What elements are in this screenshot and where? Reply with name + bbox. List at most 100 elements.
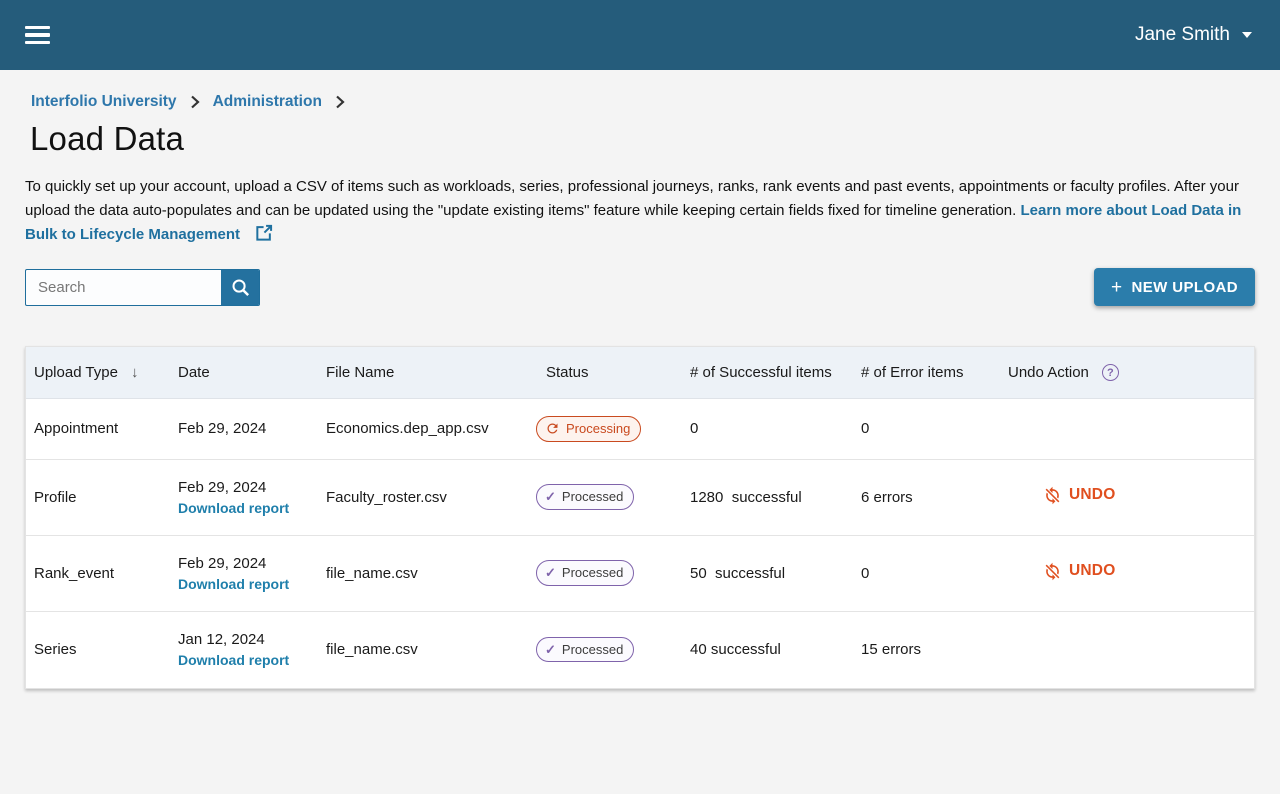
table-row: Appointment Feb 29, 2024 Economics.dep_a… bbox=[26, 399, 1254, 460]
cell-status: ✓ Processed bbox=[511, 543, 690, 603]
top-navigation-bar: Jane Smith bbox=[0, 0, 1280, 70]
cell-file-name: Faculty_roster.csv bbox=[326, 489, 511, 506]
user-name: Jane Smith bbox=[1134, 24, 1230, 45]
table-header-row: Upload Type ↓ Date File Name Status # of… bbox=[26, 347, 1254, 399]
cell-status: ✓ Processed bbox=[511, 620, 690, 680]
header-upload-type: Upload Type ↓ bbox=[34, 364, 139, 381]
cell-error-items: 15 errors bbox=[861, 641, 1008, 658]
cell-error-items: 0 bbox=[861, 565, 1008, 582]
status-label: Processed bbox=[561, 641, 624, 657]
header-file-name: File Name bbox=[326, 364, 395, 381]
successful-value: 40 successful bbox=[690, 641, 781, 659]
cell-error-items: 6 errors bbox=[861, 489, 1008, 506]
toolbar: + NEW UPLOAD bbox=[25, 268, 1255, 306]
check-icon: ✓ bbox=[545, 641, 556, 657]
chevron-right-icon bbox=[190, 95, 200, 109]
errors-value: 0 bbox=[861, 564, 870, 582]
cell-upload-type: Rank_event bbox=[34, 565, 178, 582]
status-label: Processing bbox=[566, 421, 631, 436]
successful-value: 0 bbox=[690, 420, 699, 438]
cell-undo-action: UNDO bbox=[1008, 545, 1254, 602]
date-value: Feb 29, 2024 bbox=[178, 420, 267, 438]
cell-error-items: 0 bbox=[861, 420, 1008, 437]
cell-successful-items: 40 successful bbox=[690, 641, 861, 658]
download-report-link[interactable]: Download report bbox=[178, 575, 290, 592]
cell-upload-type: Appointment bbox=[34, 420, 178, 437]
cell-undo-action bbox=[1008, 403, 1254, 454]
user-menu[interactable]: Jane Smith bbox=[1135, 24, 1252, 46]
file-name-value: Faculty_roster.csv bbox=[326, 488, 447, 506]
breadcrumb-link-administration[interactable]: Administration bbox=[212, 93, 322, 110]
date-value: Feb 29, 2024 bbox=[178, 478, 267, 496]
external-link-icon[interactable] bbox=[254, 223, 274, 251]
cell-successful-items: 50 successful bbox=[690, 565, 861, 582]
successful-value: 1280 successful bbox=[690, 488, 802, 506]
cell-date: Feb 29, 2024 Download report bbox=[178, 555, 326, 592]
upload-type-value: Series bbox=[34, 641, 77, 659]
download-report-link[interactable]: Download report bbox=[178, 499, 290, 516]
undo-button[interactable]: UNDO bbox=[1043, 562, 1115, 581]
cell-date: Feb 29, 2024 bbox=[178, 420, 326, 437]
page-title: Load Data bbox=[30, 120, 185, 157]
header-undo-action: Undo Action ? bbox=[1008, 364, 1254, 381]
new-upload-label: NEW UPLOAD bbox=[1131, 278, 1238, 296]
page-description: To quickly set up your account, upload a… bbox=[25, 175, 1253, 251]
cell-file-name: Economics.dep_app.csv bbox=[326, 420, 511, 437]
file-name-value: file_name.csv bbox=[326, 564, 418, 582]
cell-successful-items: 0 bbox=[690, 420, 861, 437]
date-value: Feb 29, 2024 bbox=[178, 554, 267, 572]
learn-more-link[interactable]: Learn more about Load Data in Bulk to Li… bbox=[25, 202, 1242, 243]
status-label: Processed bbox=[561, 565, 624, 581]
errors-value: 15 errors bbox=[861, 641, 922, 659]
cell-status: ✓ Processed bbox=[511, 467, 690, 527]
cell-date: Jan 12, 2024 Download report bbox=[178, 631, 326, 668]
check-icon: ✓ bbox=[545, 565, 556, 581]
cell-undo-action bbox=[1008, 624, 1254, 675]
search-group bbox=[25, 268, 260, 306]
help-icon[interactable]: ? bbox=[1101, 364, 1119, 381]
chevron-down-icon bbox=[1242, 32, 1252, 38]
errors-value: 6 errors bbox=[861, 488, 913, 506]
header-date: Date bbox=[178, 364, 210, 381]
main-content: Interfolio University Administration Loa… bbox=[0, 93, 1280, 689]
table-row: Series Jan 12, 2024 Download report file… bbox=[26, 611, 1254, 688]
chevron-right-icon bbox=[335, 95, 345, 109]
cell-status: ✓ Processing bbox=[511, 399, 690, 459]
errors-value: 0 bbox=[861, 420, 870, 438]
header-error-items: # of Error items bbox=[861, 364, 964, 381]
search-button[interactable] bbox=[221, 269, 259, 305]
header-successful-items: # of Successful items bbox=[690, 364, 832, 381]
sync-disabled-icon bbox=[1043, 486, 1062, 505]
cell-successful-items: 1280 successful bbox=[690, 489, 861, 506]
search-input[interactable] bbox=[26, 269, 221, 305]
file-name-value: file_name.csv bbox=[326, 641, 418, 659]
sort-descending-icon[interactable]: ↓ bbox=[130, 364, 139, 381]
status-label: Processed bbox=[561, 489, 624, 505]
status-badge: ✓ Processed bbox=[536, 560, 635, 586]
uploads-table: Upload Type ↓ Date File Name Status # of… bbox=[25, 346, 1255, 689]
cell-upload-type: Series bbox=[34, 641, 178, 658]
undo-label: UNDO bbox=[1069, 562, 1116, 580]
sync-disabled-icon bbox=[1043, 562, 1062, 581]
file-name-value: Economics.dep_app.csv bbox=[326, 420, 489, 438]
new-upload-button[interactable]: + NEW UPLOAD bbox=[1094, 268, 1255, 306]
hamburger-menu-icon[interactable] bbox=[25, 25, 50, 45]
cell-undo-action: UNDO bbox=[1008, 469, 1254, 526]
status-badge: ✓ Processed bbox=[536, 484, 635, 510]
upload-type-value: Rank_event bbox=[34, 564, 115, 582]
breadcrumb-link-university[interactable]: Interfolio University bbox=[31, 93, 177, 110]
cell-date: Feb 29, 2024 Download report bbox=[178, 479, 326, 516]
header-status: Status bbox=[546, 364, 589, 381]
successful-value: 50 successful bbox=[690, 564, 786, 582]
undo-button[interactable]: UNDO bbox=[1043, 486, 1115, 505]
date-value: Jan 12, 2024 bbox=[178, 631, 265, 649]
check-icon: ✓ bbox=[545, 489, 556, 505]
cell-file-name: file_name.csv bbox=[326, 565, 511, 582]
breadcrumb: Interfolio University Administration bbox=[31, 93, 1255, 111]
table-row: Profile Feb 29, 2024 Download report Fac… bbox=[26, 459, 1254, 536]
search-icon bbox=[229, 276, 252, 299]
download-report-link[interactable]: Download report bbox=[178, 652, 290, 669]
description-text: To quickly set up your account, upload a… bbox=[25, 178, 1239, 219]
refresh-icon bbox=[545, 421, 560, 436]
cell-upload-type: Profile bbox=[34, 489, 178, 506]
